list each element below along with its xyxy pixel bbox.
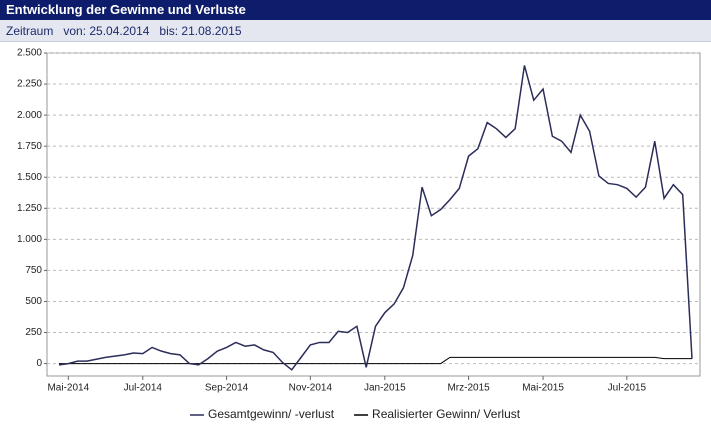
series-line xyxy=(58,65,693,371)
period-from: von: 25.04.2014 xyxy=(63,24,150,38)
y-tick-label: 750 xyxy=(25,265,42,276)
period-bar: Zeitraum von: 25.04.2014 bis: 21.08.2015 xyxy=(0,20,711,42)
y-tick-label: 250 xyxy=(25,327,42,338)
legend-label: Realisierter Gewinn/ Verlust xyxy=(372,407,521,421)
y-tick-label: 2.500 xyxy=(17,48,42,59)
legend-label: Gesamtgewinn/ -verlust xyxy=(208,407,335,421)
y-tick-label: 0 xyxy=(36,358,42,369)
title-bar: Entwicklung der Gewinne und Verluste xyxy=(0,0,711,20)
series-line xyxy=(59,356,692,365)
x-tick-label: Mai-2015 xyxy=(522,383,564,394)
y-tick-label: 1.500 xyxy=(17,172,42,183)
x-tick-label: Jul-2015 xyxy=(608,383,647,394)
x-tick-label: Jul-2014 xyxy=(124,383,163,394)
y-tick-label: 2.250 xyxy=(17,79,42,90)
y-tick-label: 2.000 xyxy=(17,110,42,121)
y-tick-label: 1.250 xyxy=(17,203,42,214)
period-label: Zeitraum xyxy=(6,24,54,38)
period-to: bis: 21.08.2015 xyxy=(159,24,242,38)
plot-area xyxy=(46,52,701,377)
y-tick-label: 500 xyxy=(25,296,42,307)
title: Entwicklung der Gewinne und Verluste xyxy=(6,2,246,17)
x-tick-label: Mai-2014 xyxy=(47,383,89,394)
x-tick-label: Sep-2014 xyxy=(205,383,249,394)
x-tick-label: Mrz-2015 xyxy=(447,383,490,394)
x-tick-label: Jan-2015 xyxy=(364,383,406,394)
chart: 0 250 500 750 1.000 1.250 1.500 1.750 2.000 2.250… xyxy=(17,48,701,421)
y-tick-label: 1.750 xyxy=(17,141,42,152)
y-tick-label: 1.000 xyxy=(17,234,42,245)
x-tick-label: Nov-2014 xyxy=(289,383,333,394)
